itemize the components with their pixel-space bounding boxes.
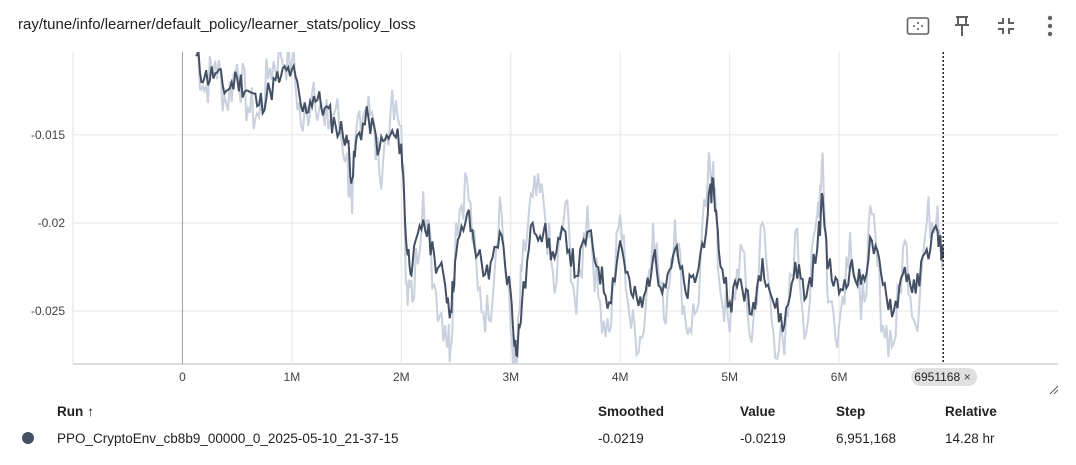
step-cursor-chip	[911, 368, 978, 386]
raw-value: -0.0219	[740, 431, 786, 446]
x-tick-label: 5M	[721, 370, 738, 384]
relative-value: 14.28 hr	[945, 431, 995, 446]
relative-header: Relative	[945, 404, 997, 419]
resize-handle-icon	[1049, 385, 1059, 395]
run-header-label: Run	[57, 404, 84, 419]
pin-button[interactable]	[946, 10, 978, 42]
run-color-dot	[22, 432, 34, 444]
smoothed-value: -0.0219	[598, 431, 644, 446]
collapse-icon	[998, 18, 1014, 34]
run-header[interactable]: Run ↑	[57, 404, 94, 419]
y-tick-label: -0.025	[31, 304, 65, 318]
more-options-button[interactable]	[1034, 10, 1066, 42]
smoothed-header: Smoothed	[598, 404, 664, 419]
run-name: PPO_CryptoEnv_cb8b9_00000_0_2025-05-10_2…	[57, 431, 399, 446]
value-header: Value	[740, 404, 776, 419]
x-tick-label: 3M	[502, 370, 519, 384]
raw-series-line	[195, 52, 945, 364]
x-tick-label: 2M	[393, 370, 410, 384]
y-tick-label: -0.015	[31, 128, 65, 142]
step-cursor-close-icon[interactable]: ×	[964, 370, 971, 384]
fit-domain-button[interactable]	[902, 10, 934, 42]
x-tick-label: 1M	[284, 370, 301, 384]
run-table: Run ↑ Smoothed Value Step Relative PPO_Cr…	[0, 395, 1076, 465]
card-header: ray/tune/info/learner/default_policy/lea…	[0, 0, 1076, 52]
line-chart[interactable]: -0.015 -0.02 -0.025 0 1M 2M 3M 4M 5M 6M 6951168 ×	[0, 52, 1076, 395]
more-vert-icon	[1047, 15, 1053, 37]
x-tick-label: 0	[179, 370, 186, 384]
y-tick-label: -0.02	[38, 216, 66, 230]
step-cursor-label: 6951168	[914, 370, 960, 384]
pin-icon	[955, 16, 969, 36]
smoothed-series-line	[195, 52, 945, 358]
collapse-button[interactable]	[990, 10, 1022, 42]
sort-arrow-up-icon: ↑	[87, 404, 94, 419]
step-header: Step	[836, 404, 866, 419]
x-tick-label: 4M	[612, 370, 629, 384]
fit-domain-icon	[906, 17, 930, 35]
chart-title: ray/tune/info/learner/default_policy/lea…	[18, 16, 416, 33]
x-tick-label: 6M	[831, 370, 848, 384]
step-value: 6,951,168	[836, 431, 897, 446]
